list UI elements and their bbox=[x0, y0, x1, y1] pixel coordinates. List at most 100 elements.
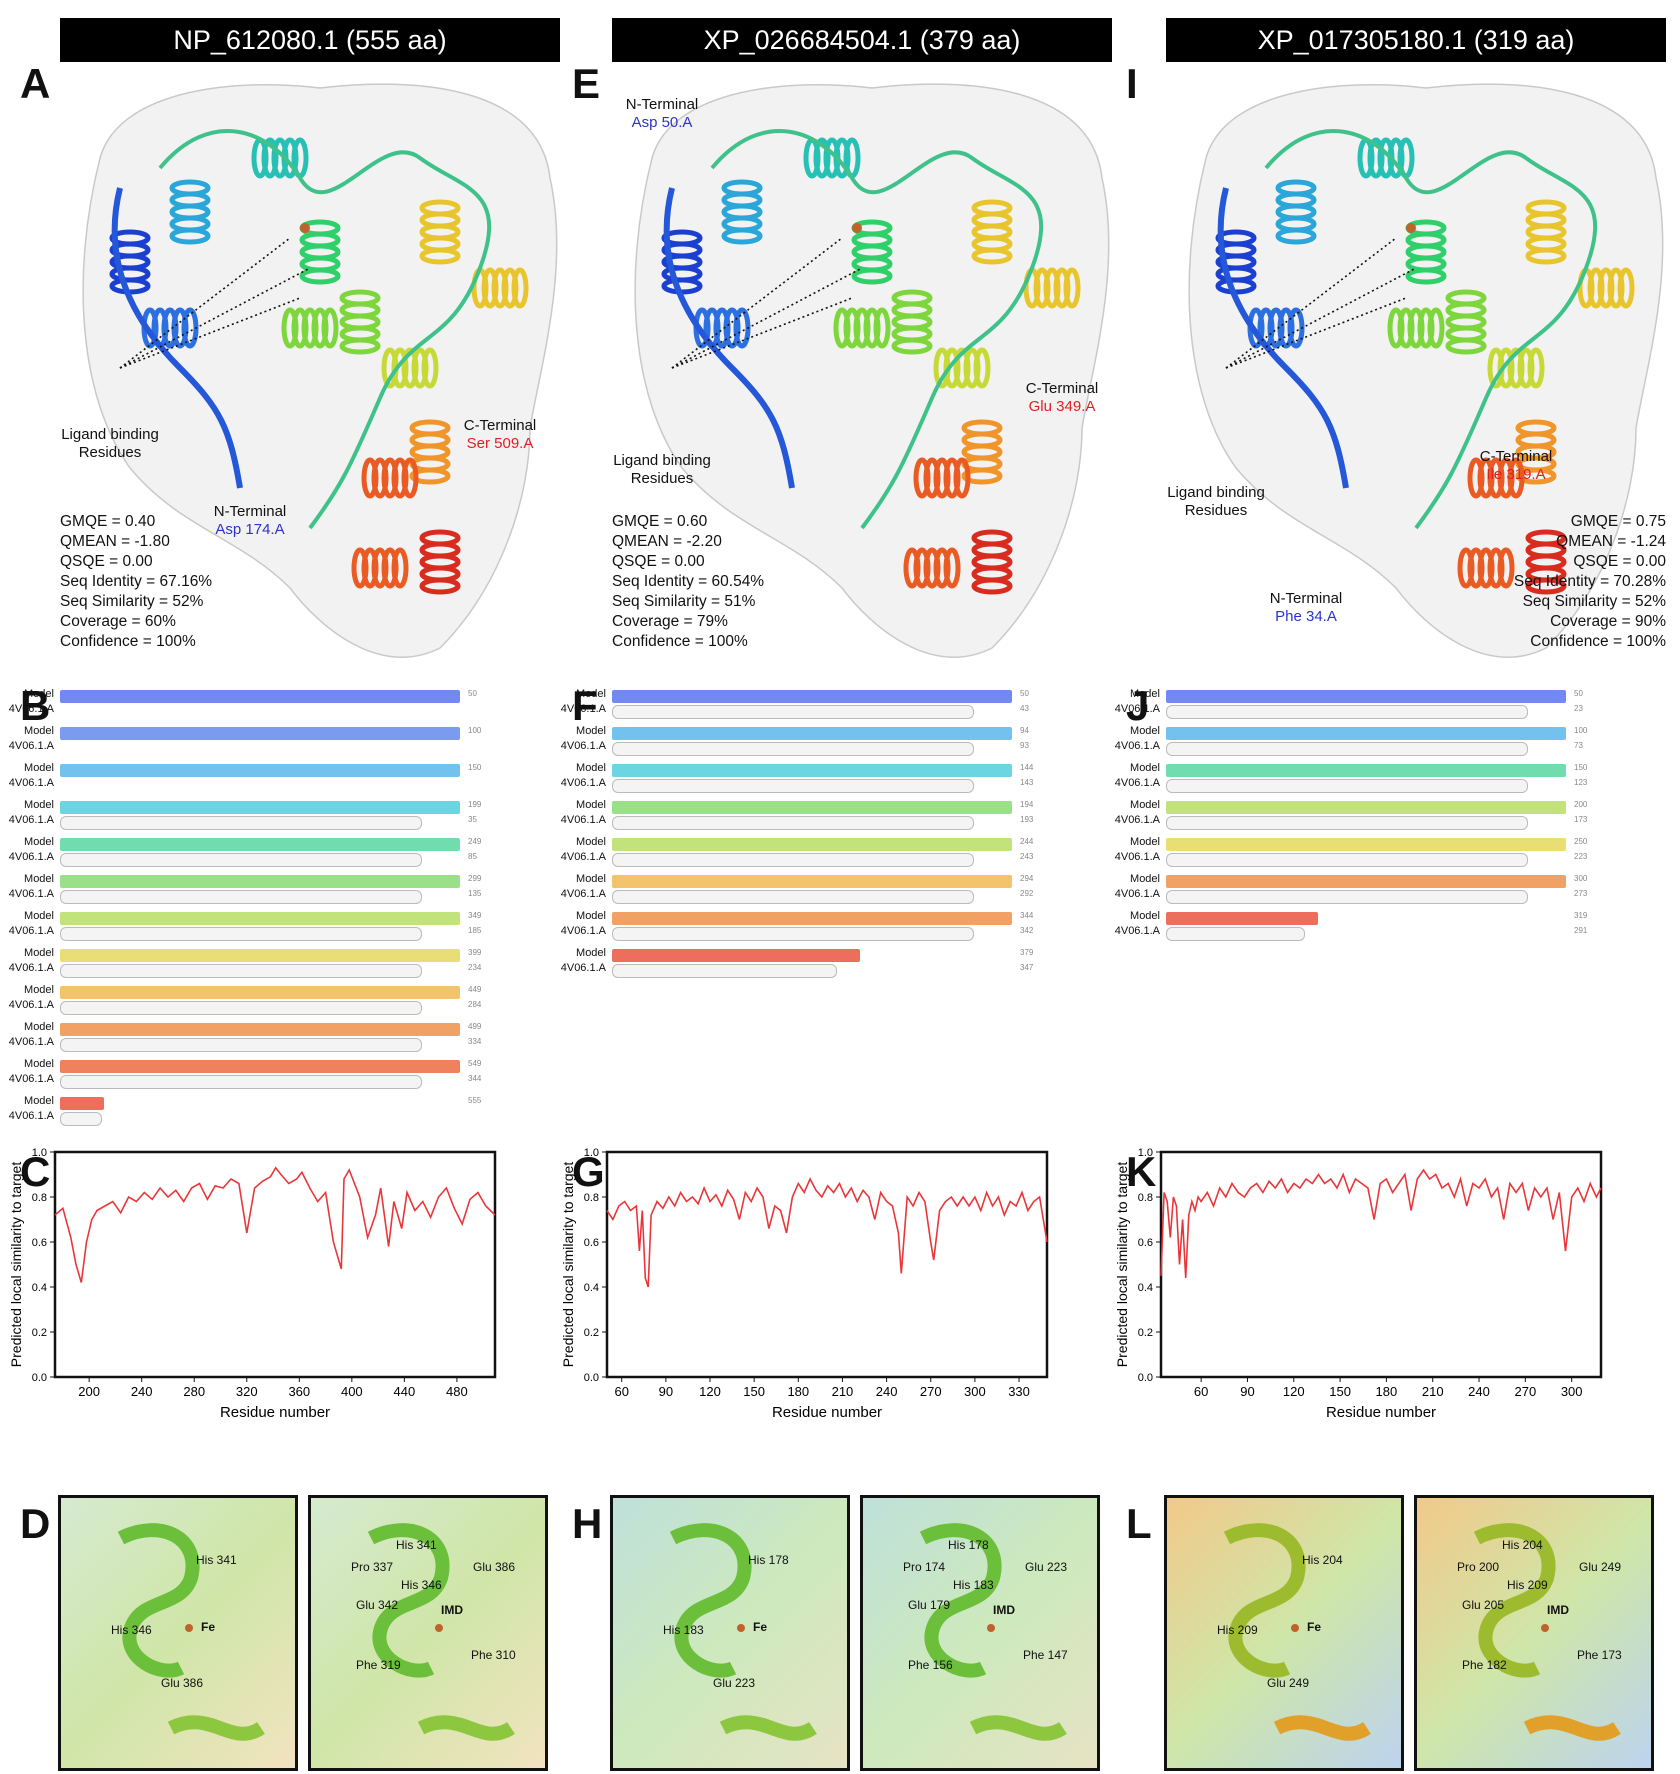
c-terminal-residue: Ile 319.A bbox=[1486, 466, 1546, 483]
iron-ion bbox=[185, 1624, 193, 1632]
helix bbox=[721, 179, 763, 245]
alignment-row: Model 4V06.1.A 50 23 bbox=[1098, 688, 1618, 725]
template-sequence-bar bbox=[1166, 705, 1528, 719]
y-tick-label: 0.4 bbox=[1138, 1282, 1153, 1294]
model-row-label: Model bbox=[24, 836, 54, 848]
x-tick-label: 60 bbox=[1194, 1384, 1208, 1399]
helix bbox=[361, 457, 419, 499]
template-end-number: 273 bbox=[1574, 889, 1588, 898]
helix-ribbon bbox=[1273, 1715, 1371, 1741]
x-tick-label: 480 bbox=[446, 1384, 468, 1399]
sequence-alignment: Model 4V06.1.A 50 43 Model 4V06.1.A 94 9… bbox=[544, 688, 1064, 984]
alignment-row: Model 4V06.1.A 200 173 bbox=[1098, 799, 1618, 836]
x-tick-label: 330 bbox=[1008, 1384, 1030, 1399]
model-sequence-bar bbox=[612, 949, 860, 962]
alignment-row: Model 4V06.1.A 294 292 bbox=[544, 873, 1064, 910]
x-tick-label: 270 bbox=[1514, 1384, 1536, 1399]
y-tick-label: 0.6 bbox=[584, 1237, 599, 1249]
model-row-label: Model bbox=[1130, 873, 1160, 885]
template-row-label: 4V06.1.A bbox=[560, 740, 606, 752]
model-sequence-bar bbox=[60, 875, 460, 888]
residue-label: Phe 182 bbox=[1462, 1658, 1507, 1672]
ligand-label-line: Residues bbox=[1184, 502, 1248, 519]
template-sequence-bar bbox=[612, 927, 974, 941]
y-tick-label: 0.4 bbox=[584, 1282, 599, 1294]
column-header: NP_612080.1 (555 aa) bbox=[60, 18, 560, 62]
x-tick-label: 240 bbox=[876, 1384, 898, 1399]
model-end-number: 94 bbox=[1020, 726, 1029, 735]
residue-label: Glu 205 bbox=[1462, 1598, 1505, 1612]
template-row-label: 4V06.1.A bbox=[1114, 777, 1160, 789]
ligand-pointer bbox=[1225, 237, 1397, 369]
template-end-number: 43 bbox=[1020, 704, 1029, 713]
plot-frame bbox=[53, 1150, 497, 1379]
helix bbox=[851, 219, 893, 285]
model-end-number: 319 bbox=[1574, 911, 1588, 920]
template-end-number: 123 bbox=[1574, 778, 1588, 787]
ligand-binding-label: Ligand binding Residues bbox=[50, 426, 170, 462]
y-tick-label: 0.2 bbox=[1138, 1327, 1153, 1339]
template-row-label: 4V06.1.A bbox=[560, 703, 606, 715]
template-end-number: 85 bbox=[468, 852, 477, 861]
model-end-number: 344 bbox=[1020, 911, 1034, 920]
template-end-number: 185 bbox=[468, 926, 482, 935]
metric-line: Confidence = 100% bbox=[1530, 633, 1666, 650]
template-end-number: 173 bbox=[1574, 815, 1588, 824]
template-end-number: 234 bbox=[468, 963, 482, 972]
model-row-label: Model bbox=[24, 1058, 54, 1070]
template-end-number: 93 bbox=[1020, 741, 1029, 750]
similarity-series-line bbox=[54, 1166, 496, 1283]
n-terminal-title: N-Terminal bbox=[213, 503, 287, 520]
model-sequence-bar bbox=[612, 912, 1012, 925]
y-tick-label: 1.0 bbox=[1138, 1147, 1153, 1159]
template-sequence-bar bbox=[1166, 816, 1528, 830]
template-end-number: 342 bbox=[1020, 926, 1034, 935]
model-sequence-bar bbox=[60, 1060, 460, 1073]
template-end-number: 193 bbox=[1020, 815, 1034, 824]
binding-site-illustration bbox=[919, 1523, 1067, 1741]
y-tick-label: 1.0 bbox=[584, 1147, 599, 1159]
alignment-row: Model 4V06.1.A 349 185 bbox=[0, 910, 512, 947]
y-axis-label: Predicted local similarity to target bbox=[8, 1162, 24, 1368]
y-tick-label: 0.6 bbox=[1138, 1237, 1153, 1249]
helix bbox=[833, 307, 891, 349]
iron-ion bbox=[1406, 223, 1416, 233]
x-tick-label: 270 bbox=[920, 1384, 942, 1399]
helix-ribbon bbox=[417, 1715, 515, 1741]
helix bbox=[913, 457, 971, 499]
model-sequence-bar bbox=[1166, 912, 1318, 925]
model-sequence-bar bbox=[60, 1023, 460, 1036]
panel-label-structure: I bbox=[1126, 60, 1138, 107]
x-tick-label: 200 bbox=[78, 1384, 100, 1399]
template-row-label: 4V06.1.A bbox=[8, 999, 54, 1011]
helix-ribbon bbox=[719, 1715, 817, 1741]
residue-label: Phe 156 bbox=[908, 1658, 953, 1672]
alignment-row: Model 4V06.1.A 100 73 bbox=[1098, 725, 1618, 762]
residue-label: His 209 bbox=[1507, 1578, 1548, 1592]
ligand-pointer bbox=[671, 267, 863, 369]
helix bbox=[1457, 547, 1515, 589]
local-similarity-chart: 0.0 0.2 0.4 0.6 0.8 1.0 60 90 120 150 180 210 240 270… bbox=[1114, 1147, 1603, 1421]
alignment-row: Model 4V06.1.A 144 143 bbox=[544, 762, 1064, 799]
template-sequence-bar bbox=[612, 779, 974, 793]
figure-column-1: XP_026684504.1 (379 aa) E F G H Ligand bindin… bbox=[560, 0, 1152, 1774]
template-row-label: 4V06.1.A bbox=[8, 888, 54, 900]
x-tick-label: 60 bbox=[614, 1384, 628, 1399]
c-terminal-residue: Ser 509.A bbox=[466, 435, 534, 452]
metric-line: Seq Similarity = 51% bbox=[612, 593, 756, 610]
y-axis-label: Predicted local similarity to target bbox=[1114, 1162, 1130, 1368]
model-row-label: Model bbox=[24, 984, 54, 996]
template-row-label: 4V06.1.A bbox=[560, 962, 606, 974]
helix bbox=[1445, 289, 1487, 355]
model-row-label: Model bbox=[24, 873, 54, 885]
model-row-label: Model bbox=[24, 799, 54, 811]
iron-ion bbox=[987, 1624, 995, 1632]
n-terminal-residue: Asp 50.A bbox=[631, 114, 693, 131]
y-tick-label: 0.2 bbox=[32, 1327, 47, 1339]
model-end-number: 150 bbox=[468, 763, 482, 772]
panel-label-structure: E bbox=[572, 60, 601, 107]
sequence-alignment: Model 4V06.1.A 50 Model 4V06.1.A 100 Mod… bbox=[0, 688, 512, 1132]
model-row-label: Model bbox=[24, 1021, 54, 1033]
model-end-number: 300 bbox=[1574, 874, 1588, 883]
metric-line: GMQE = 0.60 bbox=[612, 513, 708, 530]
